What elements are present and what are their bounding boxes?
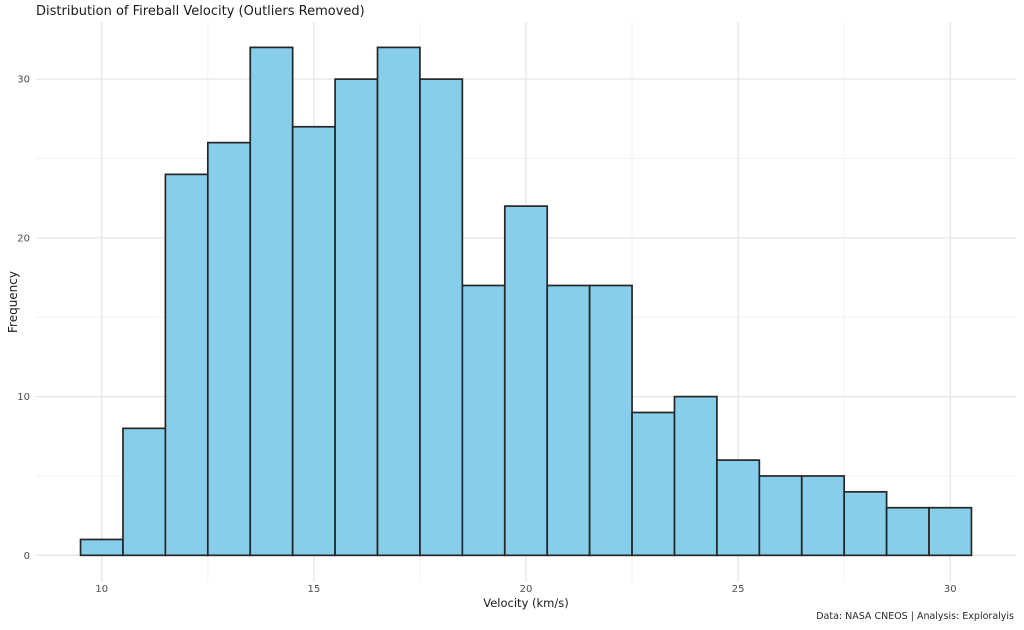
histogram-bar <box>546 284 591 557</box>
y-tick-label: 20 <box>17 233 30 244</box>
histogram-bar <box>673 395 718 557</box>
x-tick-label: 15 <box>308 584 321 595</box>
histogram-bar <box>122 427 167 557</box>
histogram-bar <box>758 475 803 557</box>
histogram-bar <box>249 46 294 557</box>
histogram-bar <box>206 141 252 557</box>
x-tick-label: 25 <box>732 584 745 595</box>
histogram-bar <box>334 78 379 557</box>
histogram-bar <box>631 411 676 557</box>
histogram-bar <box>461 284 506 557</box>
y-tick-label: 10 <box>17 392 30 403</box>
histogram-bar <box>885 506 930 557</box>
x-axis-label: Velocity (km/s) <box>483 596 569 610</box>
histogram-bar <box>291 125 336 557</box>
histogram-bar <box>800 475 846 557</box>
x-tick-label: 20 <box>520 584 533 595</box>
histogram-bar <box>79 538 124 557</box>
histogram-bar <box>503 205 549 557</box>
caption: Data: NASA CNEOS | Analysis: Exploralyis <box>816 611 1014 622</box>
histogram-bar <box>928 506 973 557</box>
histogram-bar <box>376 46 421 557</box>
x-tick-label: 10 <box>95 584 108 595</box>
x-tick-label: 30 <box>944 584 957 595</box>
chart-title: Distribution of Fireball Velocity (Outli… <box>36 4 365 19</box>
histogram-bar <box>843 490 888 557</box>
y-tick-label: 0 <box>24 551 30 562</box>
histogram-bar <box>164 173 209 557</box>
histogram-bar <box>716 459 761 557</box>
histogram-bar <box>419 78 464 557</box>
histogram-bar <box>588 284 633 557</box>
y-tick-label: 30 <box>17 75 30 86</box>
